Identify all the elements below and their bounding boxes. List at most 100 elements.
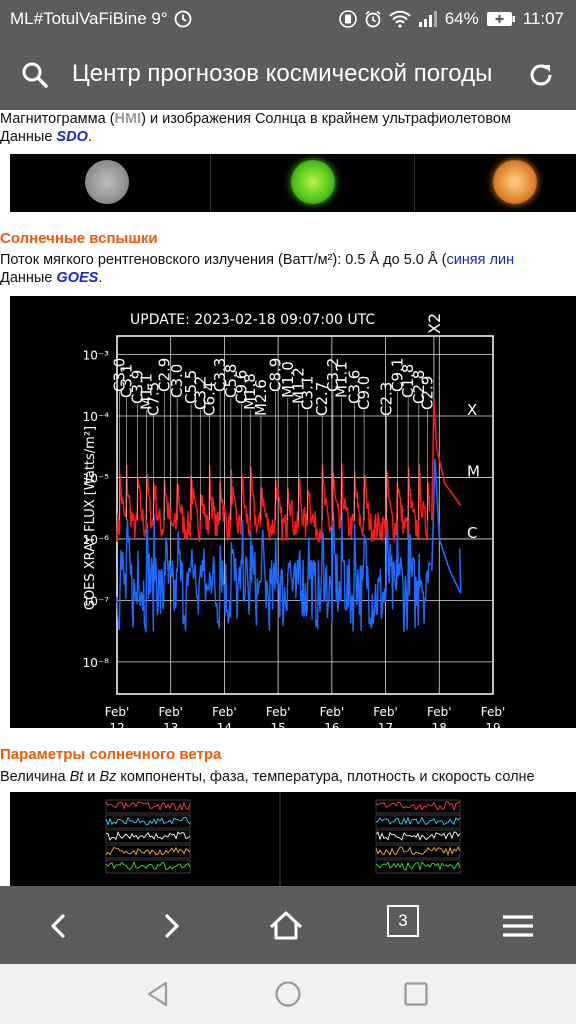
x-tick-label: 14 [217,721,232,728]
wind-panel-frame [105,859,191,874]
wifi-icon [388,10,411,28]
flare-label: C2.9 [155,358,173,392]
reload-icon[interactable] [526,60,556,90]
hmi-link[interactable]: HMI [114,111,142,127]
system-home-icon[interactable] [274,980,302,1008]
euv-green-image[interactable] [210,154,414,212]
system-recents-icon[interactable] [402,980,430,1008]
series-red-line [116,463,432,544]
wind-series-line [105,816,191,826]
x-tick-label: 18 [432,721,447,728]
x-tick-label: 12 [109,721,124,728]
wind-series-line [105,861,191,871]
goes-link[interactable]: GOES [56,270,99,286]
series-red-line [431,400,462,521]
x-tick-label: 13 [163,721,178,728]
flares-heading[interactable]: Солнечные вспышки [0,230,158,247]
flare-label: C1.8 [399,364,417,398]
wind-series-line [105,846,191,856]
x-tick-label: Feb' [427,705,452,719]
x-tick-label: Feb' [266,705,291,719]
flare-label: C2.7 [313,382,331,416]
wind-series-line [375,831,461,841]
y-tick-label: 10⁻⁴ [83,410,110,424]
flare-label: C9.0 [355,376,373,410]
flare-label: C5.8 [222,364,240,398]
wind-series-line [105,801,191,812]
flare-label: C7.5 [145,382,163,416]
wind-panel-frame [105,829,191,844]
flare-label: M1.1 [333,361,351,398]
flare-label: C3.0 [111,358,129,392]
browser-toolbar [0,886,576,964]
solar-wind-thumbnails[interactable] [10,792,576,886]
back-arrow-icon[interactable] [38,906,78,946]
flare-label: C5.5 [182,370,200,404]
clock-time: 11:07 [522,9,564,28]
x-tick-label: Feb' [320,705,345,719]
wind-series-line [375,861,461,872]
x-tick-label: Feb' [158,705,183,719]
magnetogram-image[interactable] [10,154,210,212]
x-tick-label: Feb' [481,705,506,719]
app-bar: Центр прогнозов космической погоды [0,38,576,110]
chart-y-axis-label: GOES XRAY FLUX [Watts/m²] [83,426,98,610]
alarm-icon [365,10,381,28]
y-tick-label: 10⁻³ [83,349,110,363]
wind-panel-frame [375,829,461,844]
wind-panel-frame [105,799,191,814]
flare-label: C9.6 [233,370,251,404]
wind-series-line [375,801,461,812]
battery-icon [486,12,515,26]
intro-line-1: Магнитограмма (HMI) и изображения Солнца… [0,111,511,127]
flare-label: M1.8 [241,373,259,410]
y-tick-label: 10⁻⁵ [83,471,110,485]
solar-wind-strip [10,792,576,886]
flare-label: C3.3 [211,358,229,392]
flare-label: C3.6 [345,370,363,404]
y-tick-label: 10⁻⁷ [83,594,110,608]
flare-class-label: M [467,462,480,480]
x-tick-label: 16 [324,721,339,728]
flare-label: C8.9 [266,358,284,392]
y-tick-label: 10⁻⁸ [83,656,110,670]
forward-arrow-icon[interactable] [152,906,192,946]
flares-line-2: Данные GOES. [0,270,103,286]
flare-label: C2.9 [418,376,436,410]
search-icon[interactable] [20,60,50,90]
signal-icon [418,11,437,27]
xray-flux-chart[interactable]: C3.0 C3.1 C3.9 M1.1 C7.5 C2.9 C3.0 C5.5 C3.2 C6.4… [10,296,576,728]
x-tick-label: 17 [378,721,393,728]
x-tick-label: 19 [485,721,500,728]
flare-label: C3.2 [191,376,209,410]
series-blue-line [116,511,432,633]
flare-label: C9.1 [388,358,406,392]
blue-line-link[interactable]: синяя лин [446,252,515,268]
euv-orange-image[interactable] [414,154,576,212]
sdo-link[interactable]: SDO [56,129,88,145]
wind-series-line [105,831,191,841]
system-navigation-bar [0,964,576,1024]
flares-line-1: Поток мягкого рентгеновского излучения (… [0,252,515,268]
flare-label: M1.0 [279,361,297,398]
wind-panel-frame [375,859,461,874]
flare-label: C3.1 [118,364,136,398]
vibrate-icon [338,10,357,28]
flare-label: C3.1 [299,376,317,410]
tabs-count-button[interactable]: 3 [387,905,419,937]
x-tick-label: Feb' [105,705,130,719]
system-back-icon[interactable] [144,980,172,1008]
x-tick-label: Feb' [373,705,398,719]
notification-text: ML#TotulVaFiBine 9° [10,9,168,28]
wind-series-line [375,846,461,857]
menu-icon[interactable] [498,906,538,946]
wind-heading[interactable]: Параметры солнечного ветра [0,746,222,763]
battery-percent: 64% [444,9,479,28]
home-icon[interactable] [266,906,306,946]
x-tick-label: 15 [271,721,286,728]
flare-label: M2.6 [252,379,270,416]
y-tick-label: 10⁻⁶ [83,533,110,547]
xray-flux-svg: C3.0C3.1C3.9M1.1C7.5C2.9C3.0C5.5C3.2C6.4… [83,312,506,728]
flare-class-label: X [467,401,477,419]
page-content: Магнитограмма (HMI) и изображения Солнца… [0,110,576,886]
